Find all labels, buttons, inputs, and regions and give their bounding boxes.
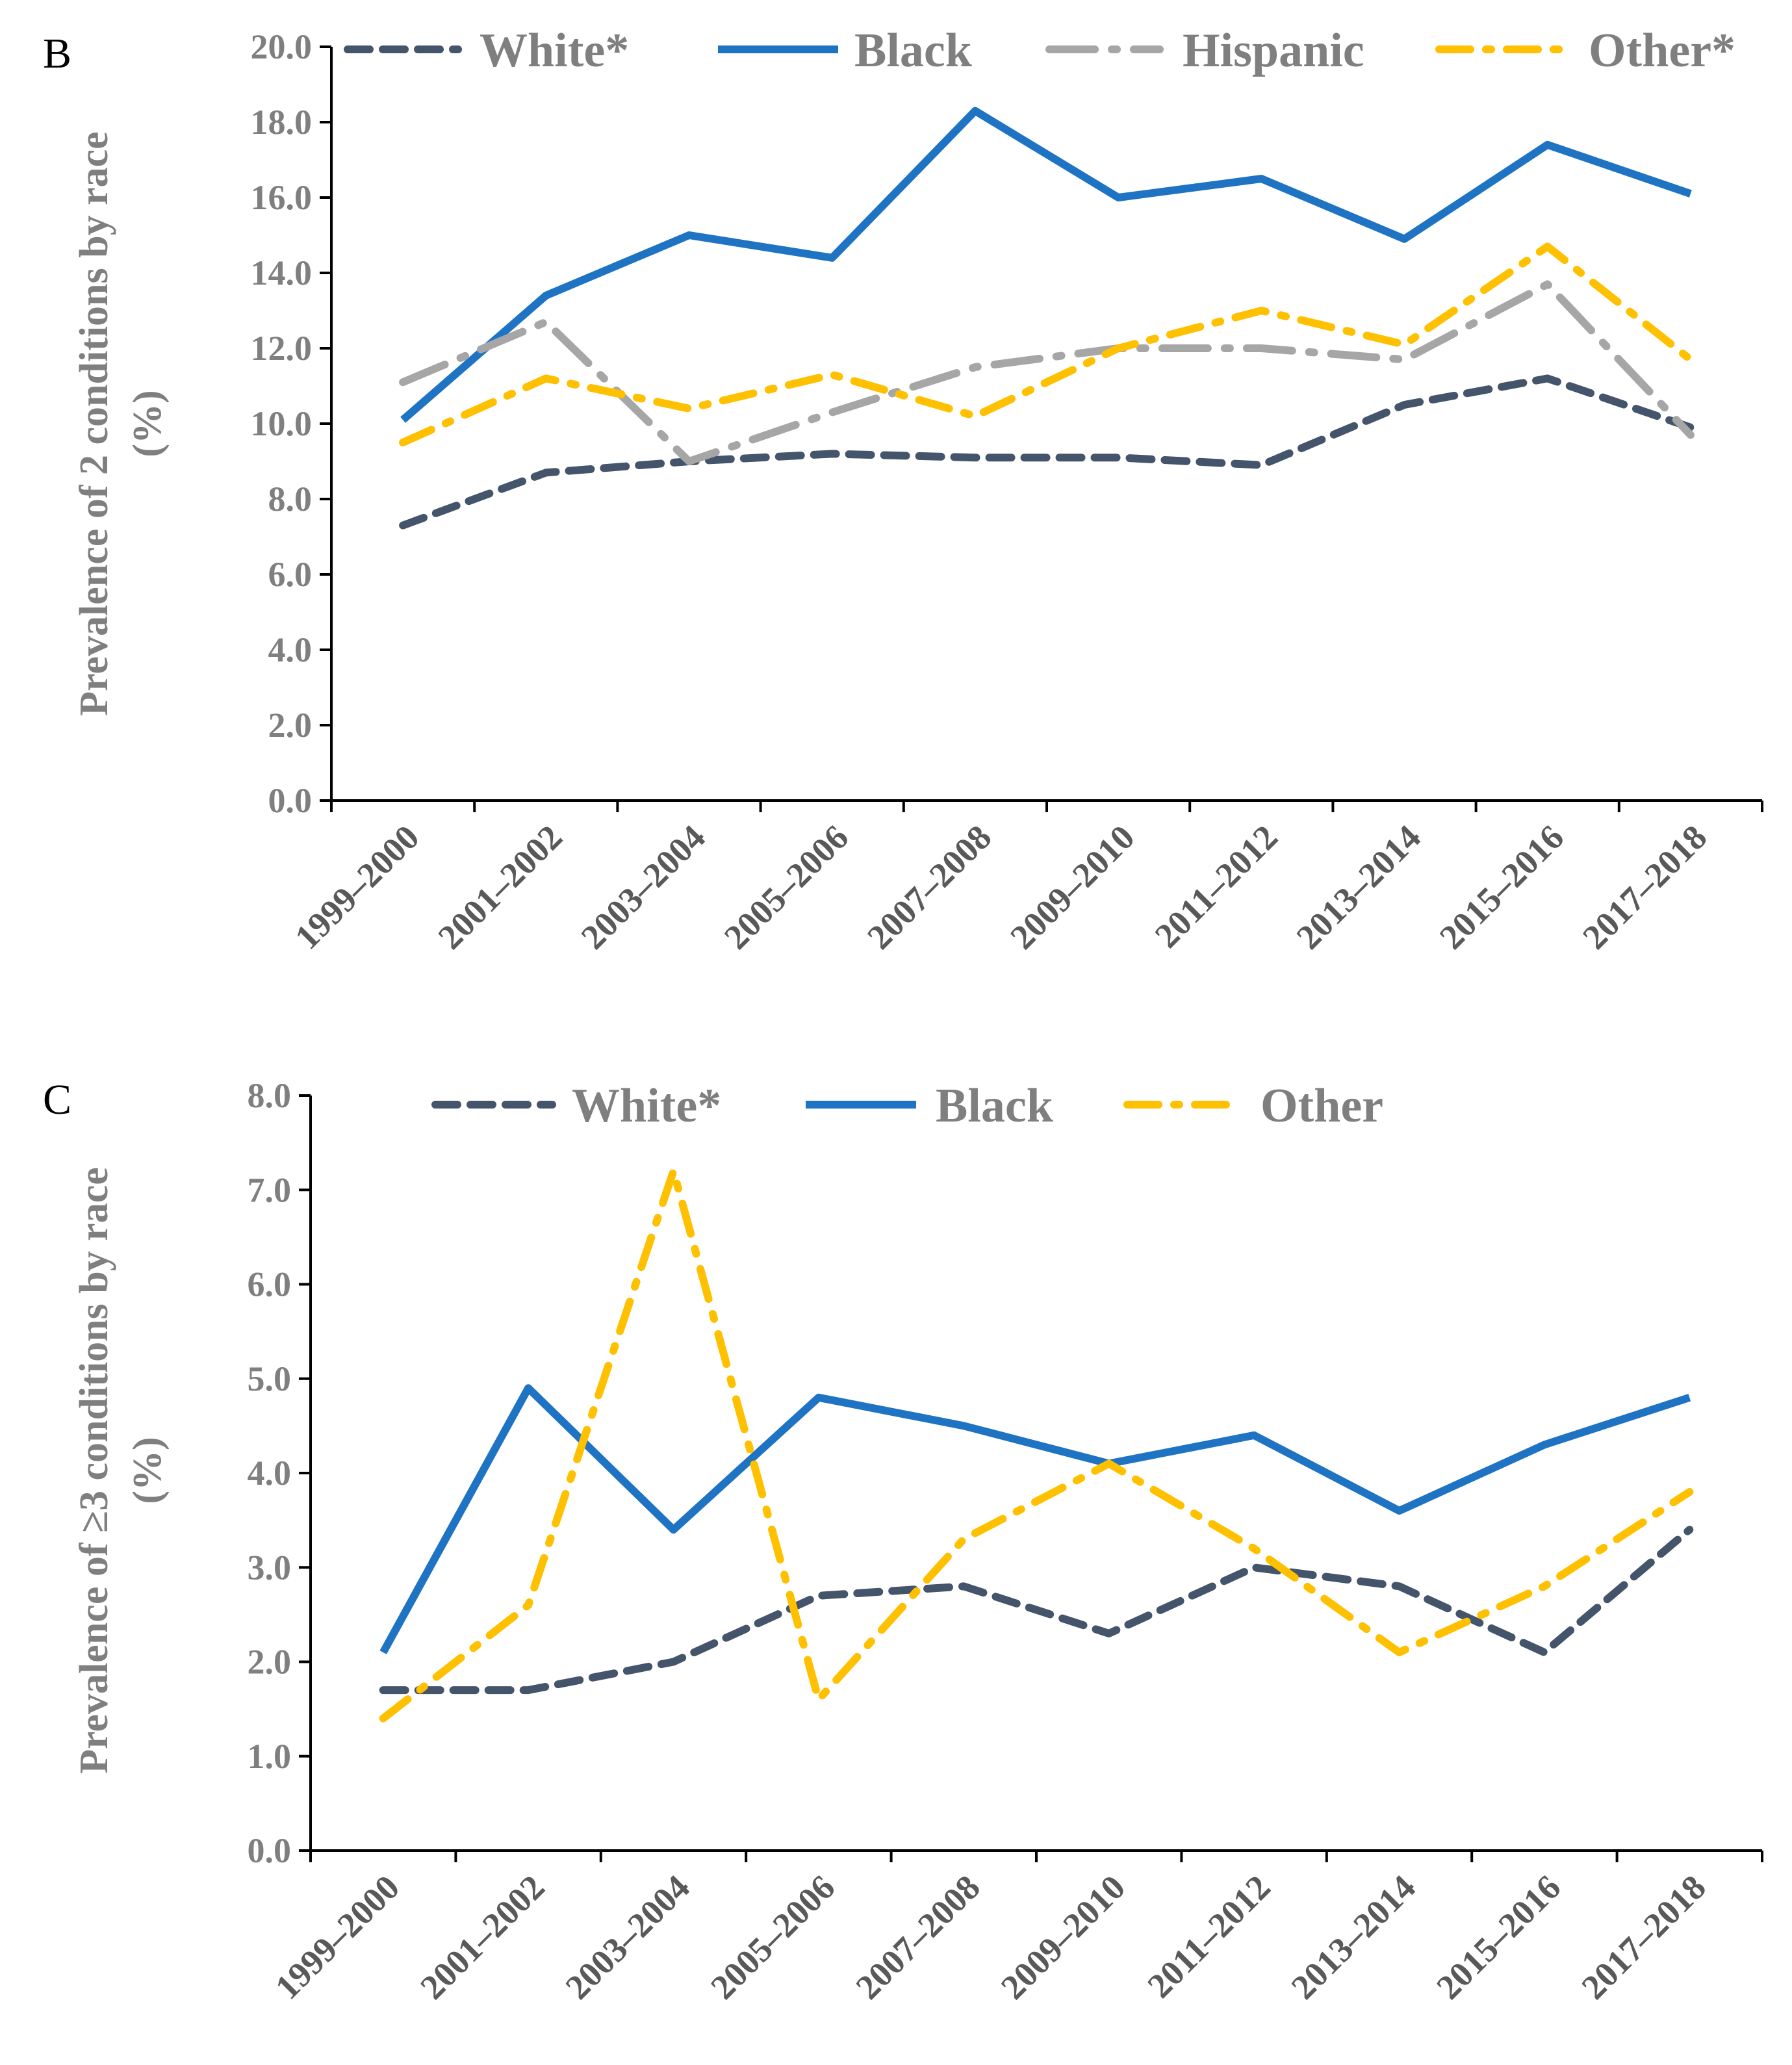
- x-tick-label: 2011–2012: [1140, 1867, 1277, 2005]
- x-tick-label: 2017–2018: [1575, 817, 1714, 956]
- y-tick-label: 6.0: [268, 555, 313, 594]
- x-tick-label: 2013–2014: [1284, 1867, 1423, 2007]
- x-tick-label: 2015–2016: [1429, 1867, 1568, 2007]
- x-tick-label: 2015–2016: [1432, 817, 1571, 956]
- y-tick-label: 14.0: [251, 253, 313, 292]
- y-axis-title: Prevalence of ≥3 conditions by race: [72, 1167, 116, 1773]
- legend-label: Black: [936, 1079, 1054, 1133]
- y-tick-label: 12.0: [251, 329, 313, 368]
- y-tick-label: 16.0: [251, 178, 313, 217]
- y-tick-label: 8.0: [268, 480, 313, 519]
- x-tick-label: 1999–2000: [287, 817, 426, 956]
- legend-entry: Other: [1127, 1079, 1383, 1133]
- x-tick-label: 2013–2014: [1289, 817, 1428, 956]
- x-tick-label: 1999–2000: [268, 1867, 407, 2007]
- y-tick-label: 2.0: [248, 1643, 292, 1682]
- y-tick-label: 20.0: [251, 27, 313, 66]
- x-tick-label: 2009–2010: [1003, 817, 1142, 956]
- x-tick-label: 2007–2008: [860, 817, 999, 956]
- y-tick-label: 6.0: [248, 1265, 292, 1304]
- legend-label: White*: [572, 1079, 721, 1133]
- x-tick-label: 2003–2004: [574, 817, 713, 956]
- legend-entry: White*: [435, 1079, 721, 1133]
- x-tick-label: 2001–2002: [413, 1867, 552, 2007]
- series-white: [383, 1530, 1690, 1690]
- x-tick-label: 2003–2004: [558, 1867, 697, 2007]
- y-tick-label: 4.0: [248, 1454, 292, 1493]
- legend-entry: Other*: [1439, 24, 1735, 77]
- panel-label: B: [43, 30, 71, 77]
- panel-label: C: [43, 1076, 71, 1123]
- x-tick-label: 2005–2006: [717, 817, 856, 956]
- y-axis-title: Prevalence of 2 conditions by race: [72, 131, 116, 715]
- y-tick-label: 8.0: [248, 1076, 292, 1115]
- chart-panel-b: B Prevalence of 2 conditions by race(%) 0.…: [43, 24, 1762, 956]
- x-tick-label: 2009–2010: [993, 1867, 1133, 2007]
- x-tick-label: 2005–2006: [703, 1867, 842, 2007]
- series-line: [403, 378, 1691, 525]
- legend-label: Other: [1261, 1079, 1383, 1133]
- legend-label: White*: [480, 24, 629, 77]
- series-line: [403, 111, 1691, 420]
- y-tick-label: 5.0: [248, 1359, 292, 1398]
- y-axis-title-unit: (%): [125, 1437, 170, 1504]
- legend-entry: Hispanic: [1049, 24, 1364, 77]
- y-tick-label: 0.0: [248, 1831, 292, 1870]
- series-black: [403, 111, 1691, 420]
- y-tick-label: 10.0: [251, 404, 313, 443]
- y-tick-label: 7.0: [248, 1170, 292, 1209]
- series-line: [383, 1530, 1690, 1690]
- series-hispanic: [403, 284, 1691, 461]
- legend-entry: Black: [806, 1079, 1054, 1133]
- y-tick-label: 2.0: [268, 706, 313, 745]
- y-tick-label: 18.0: [251, 103, 313, 142]
- series-line: [403, 284, 1691, 461]
- y-tick-label: 3.0: [248, 1548, 292, 1587]
- legend-label: Other*: [1589, 24, 1735, 77]
- y-tick-label: 1.0: [248, 1737, 292, 1776]
- x-tick-label: 2001–2002: [431, 817, 570, 956]
- legend-label: Hispanic: [1183, 24, 1364, 77]
- y-tick-label: 0.0: [268, 781, 313, 820]
- legend-entry: White*: [348, 24, 629, 77]
- x-tick-label: 2017–2018: [1574, 1867, 1713, 2007]
- y-axis-title-unit: (%): [125, 390, 170, 457]
- legend-entry: Black: [718, 24, 973, 77]
- y-tick-label: 4.0: [268, 630, 313, 669]
- legend-label: Black: [854, 24, 973, 77]
- x-tick-label: 2007–2008: [849, 1867, 988, 2007]
- x-tick-label: 2011–2012: [1147, 817, 1285, 955]
- series-white: [403, 378, 1691, 525]
